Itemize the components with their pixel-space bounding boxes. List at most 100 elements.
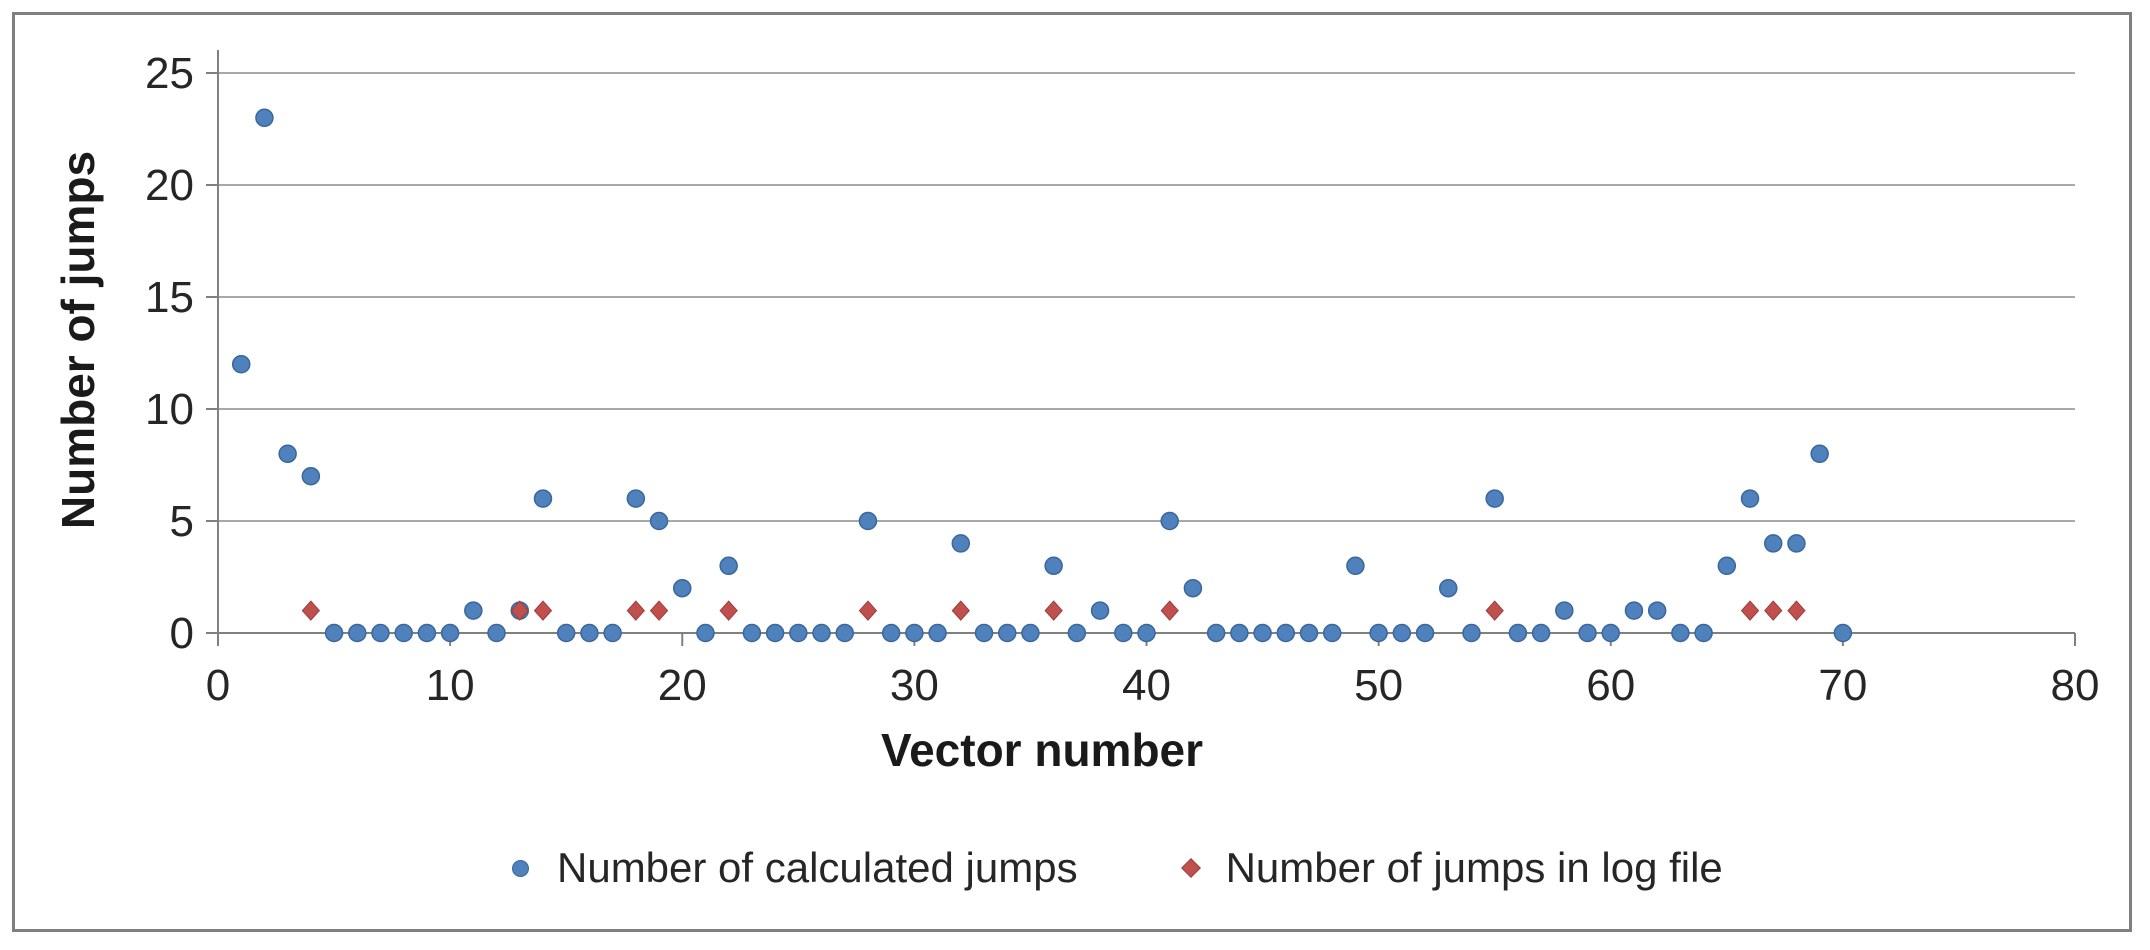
data-point-calculated-x53[interactable]: [1439, 578, 1458, 598]
data-point-calculated-x67[interactable]: [1763, 534, 1783, 553]
data-point-calculated-x66[interactable]: [1740, 489, 1760, 508]
data-point-calculated-x30[interactable]: [905, 623, 924, 643]
data-point-logfile-x32[interactable]: [951, 600, 970, 621]
data-point-calculated-x69[interactable]: [1810, 444, 1829, 464]
x-tick-label-60: 60: [1586, 661, 1635, 710]
data-point-calculated-x33[interactable]: [974, 623, 994, 643]
data-point-calculated-x9[interactable]: [417, 623, 437, 643]
legend-item-log-file-jumps[interactable]: Number of jumps in log file: [1180, 844, 1723, 892]
data-point-calculated-x41[interactable]: [1160, 511, 1179, 531]
legend-label-log-file-jumps: Number of jumps in log file: [1225, 844, 1723, 891]
data-point-logfile-x67[interactable]: [1764, 600, 1783, 621]
data-point-logfile-x66[interactable]: [1740, 600, 1760, 621]
data-point-logfile-x41[interactable]: [1160, 600, 1179, 621]
data-point-logfile-x4[interactable]: [301, 600, 321, 621]
data-point-calculated-x26[interactable]: [812, 623, 831, 643]
data-point-calculated-x46[interactable]: [1276, 623, 1296, 643]
data-point-calculated-x10[interactable]: [440, 623, 460, 643]
data-point-calculated-x61[interactable]: [1624, 601, 1644, 620]
data-point-logfile-x28[interactable]: [858, 600, 878, 621]
x-tick-label-0: 0: [206, 661, 230, 710]
data-point-calculated-x57[interactable]: [1531, 623, 1551, 643]
data-point-calculated-x68[interactable]: [1787, 534, 1806, 553]
chart-outer-frame: [12, 12, 2132, 932]
data-point-calculated-x70[interactable]: [1833, 623, 1853, 643]
data-point-logfile-x18[interactable]: [626, 600, 645, 621]
data-point-calculated-x42[interactable]: [1183, 578, 1203, 598]
data-point-calculated-x59[interactable]: [1578, 623, 1597, 643]
data-point-calculated-x24[interactable]: [765, 623, 785, 643]
data-point-calculated-x28[interactable]: [858, 511, 878, 531]
data-point-calculated-x19[interactable]: [649, 511, 669, 531]
data-point-calculated-x16[interactable]: [580, 623, 599, 643]
data-point-calculated-x50[interactable]: [1369, 623, 1388, 643]
data-point-calculated-x2[interactable]: [255, 108, 274, 128]
data-point-calculated-x18[interactable]: [626, 489, 646, 508]
data-point-calculated-x65[interactable]: [1717, 556, 1737, 576]
data-point-calculated-x39[interactable]: [1114, 623, 1133, 643]
data-point-calculated-x58[interactable]: [1555, 601, 1574, 620]
data-point-calculated-x3[interactable]: [278, 444, 297, 464]
data-point-calculated-x38[interactable]: [1090, 601, 1110, 620]
data-point-calculated-x40[interactable]: [1137, 623, 1156, 643]
data-point-calculated-x4[interactable]: [301, 466, 321, 486]
data-point-logfile-x55[interactable]: [1485, 600, 1504, 621]
data-point-logfile-x36[interactable]: [1044, 600, 1063, 621]
data-point-calculated-x36[interactable]: [1044, 556, 1063, 576]
data-point-calculated-x5[interactable]: [324, 623, 344, 643]
data-point-logfile-x14[interactable]: [533, 600, 553, 621]
data-point-calculated-x60[interactable]: [1601, 623, 1620, 643]
data-point-calculated-x62[interactable]: [1647, 601, 1667, 620]
data-point-calculated-x6[interactable]: [348, 623, 367, 643]
data-point-calculated-x20[interactable]: [673, 578, 692, 598]
x-tick-label-80: 80: [2051, 661, 2100, 710]
data-point-calculated-x55[interactable]: [1485, 489, 1504, 508]
data-point-calculated-x22[interactable]: [719, 556, 738, 576]
x-tick-label-70: 70: [1818, 661, 1867, 710]
data-point-calculated-x7[interactable]: [371, 623, 390, 643]
legend-item-calculated-jumps[interactable]: Number of calculated jumps: [512, 844, 1078, 892]
y-tick-label-15: 15: [145, 273, 194, 322]
data-point-logfile-x22[interactable]: [719, 600, 738, 621]
data-point-calculated-x29[interactable]: [881, 623, 901, 643]
legend-diamond-marker-icon: [1180, 858, 1201, 878]
data-point-calculated-x44[interactable]: [1230, 623, 1249, 643]
y-axis-title: Number of jumps: [52, 150, 104, 530]
data-point-calculated-x34[interactable]: [997, 623, 1017, 643]
data-point-calculated-x35[interactable]: [1021, 623, 1040, 643]
data-point-calculated-x49[interactable]: [1346, 556, 1365, 576]
data-point-calculated-x17[interactable]: [603, 623, 622, 643]
data-point-logfile-x19[interactable]: [649, 600, 669, 621]
x-tick-label-40: 40: [1122, 661, 1171, 710]
data-point-calculated-x14[interactable]: [533, 489, 553, 508]
data-point-calculated-x45[interactable]: [1253, 623, 1272, 643]
data-point-calculated-x12[interactable]: [487, 623, 506, 643]
data-point-calculated-x21[interactable]: [696, 623, 715, 643]
data-point-logfile-x13[interactable]: [510, 600, 529, 621]
data-point-calculated-x37[interactable]: [1067, 623, 1087, 643]
data-point-calculated-x51[interactable]: [1392, 623, 1412, 643]
data-point-calculated-x8[interactable]: [394, 623, 413, 643]
legend-circle-marker-icon: [512, 859, 529, 877]
data-point-calculated-x47[interactable]: [1299, 623, 1319, 643]
data-point-calculated-x25[interactable]: [789, 623, 808, 643]
data-point-calculated-x54[interactable]: [1462, 623, 1481, 643]
data-point-logfile-x68[interactable]: [1787, 600, 1806, 621]
data-point-calculated-x15[interactable]: [556, 623, 576, 643]
data-point-calculated-x43[interactable]: [1206, 623, 1226, 643]
x-tick-label-20: 20: [658, 661, 707, 710]
data-point-calculated-x48[interactable]: [1322, 623, 1342, 643]
data-point-calculated-x11[interactable]: [464, 601, 483, 620]
data-point-calculated-x52[interactable]: [1415, 623, 1435, 643]
data-point-calculated-x32[interactable]: [951, 534, 971, 553]
y-tick-label-10: 10: [145, 385, 194, 434]
data-point-calculated-x27[interactable]: [835, 623, 854, 643]
y-tick-label-0: 0: [170, 609, 194, 658]
data-point-calculated-x63[interactable]: [1671, 623, 1690, 643]
data-point-calculated-x31[interactable]: [928, 623, 947, 643]
data-point-calculated-x1[interactable]: [231, 354, 251, 374]
data-point-calculated-x64[interactable]: [1694, 623, 1713, 643]
data-point-calculated-x23[interactable]: [742, 623, 762, 643]
data-point-calculated-x56[interactable]: [1508, 623, 1528, 643]
